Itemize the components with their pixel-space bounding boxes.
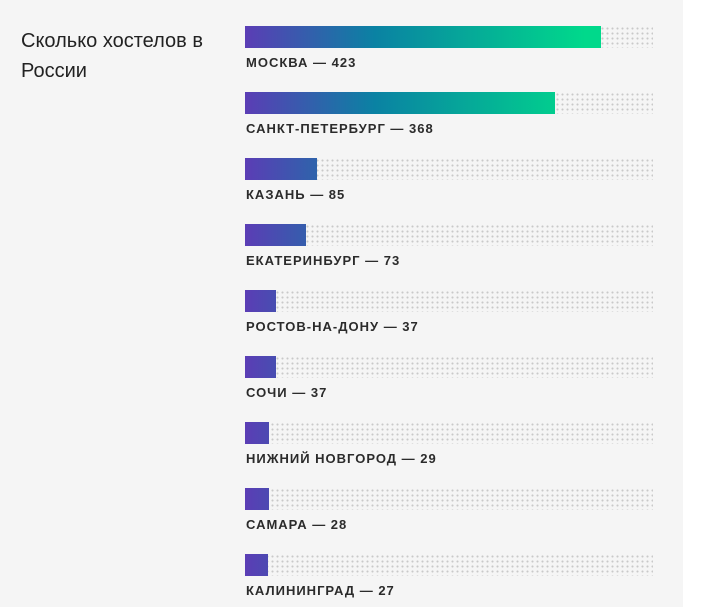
bar-row: КАЛИНИНГРАД — 27 [245,554,655,614]
bar-label: ЕКАТЕРИНБУРГ — 73 [246,253,401,268]
bar [245,224,306,246]
bar-track [245,290,653,312]
bar-row: КАЗАНЬ — 85 [245,158,655,218]
bar-track [245,356,653,378]
chart-title: Сколько хостелов в России [21,30,203,82]
bar-row: НИЖНИЙ НОВГОРОД — 29 [245,422,655,482]
bar [245,92,555,114]
bar-label: СОЧИ — 37 [246,385,328,400]
bar-track [245,224,653,246]
bar-row: САНКТ-ПЕТЕРБУРГ — 368 [245,92,655,152]
bar-track [245,158,653,180]
bar-label: КАЗАНЬ — 85 [246,187,346,202]
bar [245,554,268,576]
bar-label: САМАРА — 28 [246,517,348,532]
bar [245,356,276,378]
bar-row: СОЧИ — 37 [245,356,655,416]
bar-label: САНКТ-ПЕТЕРБУРГ — 368 [246,121,434,136]
bar-label: МОСКВА — 423 [246,55,357,70]
bar-row: РОСТОВ-НА-ДОНУ — 37 [245,290,655,350]
bar-track [245,488,653,510]
bar-track [245,554,653,576]
bar-chart: МОСКВА — 423 САНКТ-ПЕТЕРБУРГ — 368 КАЗАНЬ … [245,26,655,598]
bar-label: НИЖНИЙ НОВГОРОД — 29 [246,451,437,466]
bar-row: САМАРА — 28 [245,488,655,548]
bar-label: КАЛИНИНГРАД — 27 [246,583,395,598]
bar [245,488,269,510]
bar [245,422,269,444]
bar-row: МОСКВА — 423 [245,26,655,86]
bar [245,290,276,312]
bar [245,26,601,48]
chart-panel: Сколько хостелов в России МОСКВА — 423 СА… [21,26,655,598]
bar [245,158,317,180]
bar-label: РОСТОВ-НА-ДОНУ — 37 [246,319,419,334]
bar-track [245,422,653,444]
bar-row: ЕКАТЕРИНБУРГ — 73 [245,224,655,284]
